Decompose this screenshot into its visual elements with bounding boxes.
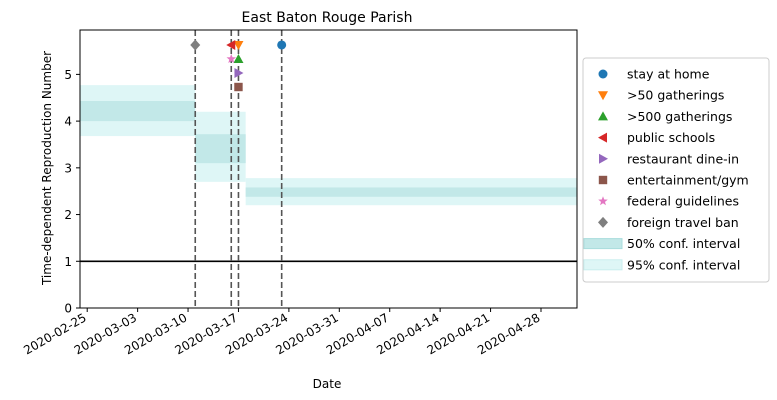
marker-restaurant-dine-in [234,67,244,78]
intervention-markers [190,39,287,92]
legend-entry-label: >500 gatherings [627,109,732,124]
ci50-band-2 [245,187,577,197]
y-tick-label: 0 [64,302,72,316]
y-tick-label: 2 [64,208,72,222]
legend-entry-label: restaurant dine-in [627,151,739,166]
marker-stay-at-home [277,40,287,50]
legend-frame [582,57,770,283]
ci50-band-0 [80,101,196,122]
y-axis-label: Time-dependent Reproduction Number [40,51,54,286]
y-tick-label: 5 [64,68,72,82]
legend-entry-label: public schools [627,130,715,145]
legend-swatch [599,153,608,164]
legend-entry-label: entertainment/gym [627,173,749,188]
plot-frame [79,29,578,309]
legend-swatch [598,175,608,185]
x-axis-ticks: 2020-02-252020-03-032020-03-102020-03-17… [21,308,542,357]
legend-swatch [598,216,608,228]
marker-entertainment-gym [234,82,243,92]
legend-swatch [598,132,607,143]
x-axis-label: Date [313,377,342,391]
y-tick-label: 3 [64,161,72,175]
marker-public-schools [226,39,236,50]
legend-entry-label: foreign travel ban [627,215,739,230]
legend-swatch [583,259,623,271]
y-tick-label: 4 [64,115,72,129]
marker-foreign-travel-ban [190,39,201,51]
ci50-band-1 [195,134,246,164]
legend: stay at home >50 gatherings >500 gathering… [582,57,770,283]
legend-swatch [583,238,623,250]
y-axis-ticks: 0 1 2 3 4 5 [64,68,80,316]
intervention-vlines [194,30,283,308]
legend-entry-label: >50 gatherings [627,88,724,103]
legend-swatch [598,196,608,206]
legend-swatch [598,69,608,79]
legend-swatch [598,91,608,101]
legend-entry-label: federal guidelines [627,194,739,209]
legend-entry-label: 50% conf. interval [627,236,740,251]
marker-500-gatherings [233,53,244,63]
chart-title: East Baton Rouge Parish [242,10,413,26]
y-tick-label: 1 [64,255,72,269]
legend-entry-label: 95% conf. interval [627,257,740,272]
confidence-bands [80,85,577,206]
legend-entry-label: stay at home [627,67,710,82]
marker-50-gatherings [233,40,244,50]
legend-swatch [598,111,608,121]
marker-federal-guidelines [226,53,237,64]
